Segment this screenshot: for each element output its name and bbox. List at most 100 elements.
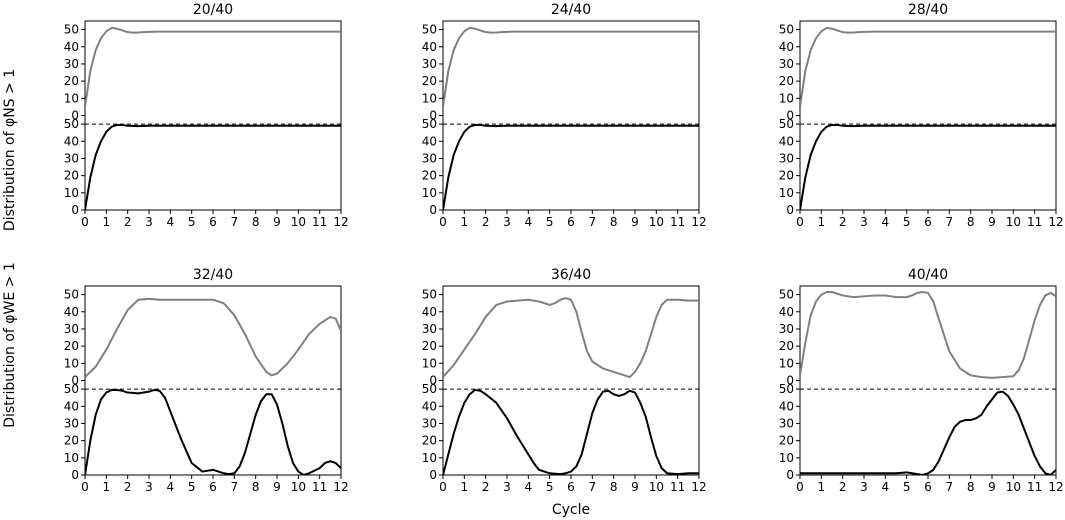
series-ns-line	[85, 297, 341, 378]
x-tick-label: 4	[525, 480, 533, 494]
y-tick-label: 20	[422, 434, 437, 448]
panel-title: 24/40	[551, 2, 591, 18]
x-tick-label: 9	[631, 480, 639, 494]
x-tick-label: 8	[967, 215, 975, 229]
x-tick-label: 3	[860, 215, 868, 229]
x-tick-label: 7	[589, 215, 597, 229]
y-tick-label: 10	[422, 91, 437, 105]
x-tick-label: 8	[252, 480, 260, 494]
panel-frame	[799, 285, 1057, 476]
y-tick-label: 0	[786, 203, 794, 217]
x-tick-label: 1	[103, 215, 111, 229]
y-tick-label: 30	[64, 416, 79, 430]
panel-frame	[84, 285, 342, 476]
y-tick-label: 50	[64, 23, 79, 37]
x-tick-label: 0	[81, 215, 89, 229]
y-tick-label: 10	[422, 186, 437, 200]
y-tick-label: 30	[779, 416, 794, 430]
x-tick-label: 4	[167, 480, 175, 494]
x-tick-label: 7	[231, 480, 239, 494]
y-tick-label: 10	[779, 356, 794, 370]
x-tick-label: 9	[988, 480, 996, 494]
y-tick-label: 0	[429, 374, 437, 388]
y-tick-label: 30	[422, 322, 437, 336]
x-tick-label: 10	[649, 215, 664, 229]
y-tick-label: 20	[64, 434, 79, 448]
series-we-line	[800, 123, 1056, 210]
series-ns-line	[800, 26, 1056, 108]
y-tick-label: 10	[422, 451, 437, 465]
x-tick-label: 2	[839, 480, 847, 494]
y-tick-label: 30	[779, 151, 794, 165]
x-tick-label: 4	[525, 215, 533, 229]
y-tick-label: 0	[786, 374, 794, 388]
y-tick-label: 40	[779, 305, 794, 319]
y-tick-label: 50	[779, 382, 794, 396]
panel-title: 36/40	[551, 267, 591, 283]
y-tick-label: 20	[779, 74, 794, 88]
y-tick-label: 50	[64, 288, 79, 302]
y-tick-label: 40	[64, 399, 79, 413]
x-tick-label: 1	[461, 215, 469, 229]
x-tick-label: 3	[145, 215, 153, 229]
panel-title: 28/40	[908, 2, 948, 18]
x-tick-label: 7	[946, 480, 954, 494]
x-tick-label: 5	[188, 215, 196, 229]
x-tick-label: 5	[546, 215, 554, 229]
y-tick-label: 20	[64, 169, 79, 183]
x-tick-label: 2	[482, 480, 490, 494]
y-tick-label: 50	[779, 23, 794, 37]
x-tick-label: 7	[589, 480, 597, 494]
x-tick-label: 5	[903, 215, 911, 229]
panel-title: 40/40	[908, 267, 948, 283]
x-tick-label: 11	[1027, 480, 1042, 494]
y-tick-label: 0	[71, 203, 79, 217]
x-tick-label: 6	[209, 480, 217, 494]
x-tick-label: 10	[291, 480, 306, 494]
x-tick-label: 12	[691, 480, 706, 494]
y-tick-label: 40	[64, 40, 79, 54]
panel-title: 32/40	[193, 267, 233, 283]
panel-5: 36/400 1 2 3 4 5 6 7 8 9 10 11 120010102020303040405…	[422, 267, 707, 494]
x-tick-label: 5	[188, 480, 196, 494]
x-tick-label: 9	[273, 480, 281, 494]
y-tick-label: 50	[422, 382, 437, 396]
panel-frame	[84, 20, 342, 211]
x-axis-label: Cycle	[552, 502, 590, 518]
y-tick-label: 10	[64, 186, 79, 200]
y-tick-label: 20	[422, 169, 437, 183]
y-tick-label: 10	[64, 356, 79, 370]
y-tick-label: 20	[779, 434, 794, 448]
x-tick-label: 0	[81, 480, 89, 494]
x-tick-label: 12	[333, 215, 348, 229]
y-tick-label: 0	[429, 468, 437, 482]
series-ns-line	[443, 297, 699, 379]
y-tick-label: 20	[779, 169, 794, 183]
panel-6: 40/400 1 2 3 4 5 6 7 8 9 10 11 120010102020303040405…	[779, 267, 1064, 494]
y-tick-label: 10	[64, 91, 79, 105]
x-tick-label: 2	[124, 215, 132, 229]
x-tick-label: 1	[818, 480, 826, 494]
x-tick-label: 0	[796, 215, 804, 229]
x-tick-label: 8	[610, 215, 618, 229]
x-tick-label: 4	[167, 215, 175, 229]
x-tick-label: 7	[231, 215, 239, 229]
y-tick-label: 30	[422, 151, 437, 165]
panels-layer: 20/400 1 2 3 4 5 6 7 8 9 10 11 120010102020303040405…	[64, 2, 1064, 494]
x-tick-label: 4	[882, 480, 890, 494]
x-tick-label: 6	[924, 215, 932, 229]
x-tick-label: 6	[209, 215, 217, 229]
y-tick-label: 0	[429, 203, 437, 217]
x-tick-label: 1	[461, 480, 469, 494]
x-tick-label: 7	[946, 215, 954, 229]
x-tick-label: 3	[503, 480, 511, 494]
y-tick-label: 40	[422, 399, 437, 413]
x-tick-label: 11	[1027, 215, 1042, 229]
x-tick-label: 1	[818, 215, 826, 229]
series-we-line	[800, 390, 1056, 475]
y-axis-label-ns: Distribution of φNS > 1	[2, 69, 18, 231]
x-tick-label: 6	[567, 215, 575, 229]
x-tick-label: 1	[103, 480, 111, 494]
y-tick-label: 20	[779, 339, 794, 353]
